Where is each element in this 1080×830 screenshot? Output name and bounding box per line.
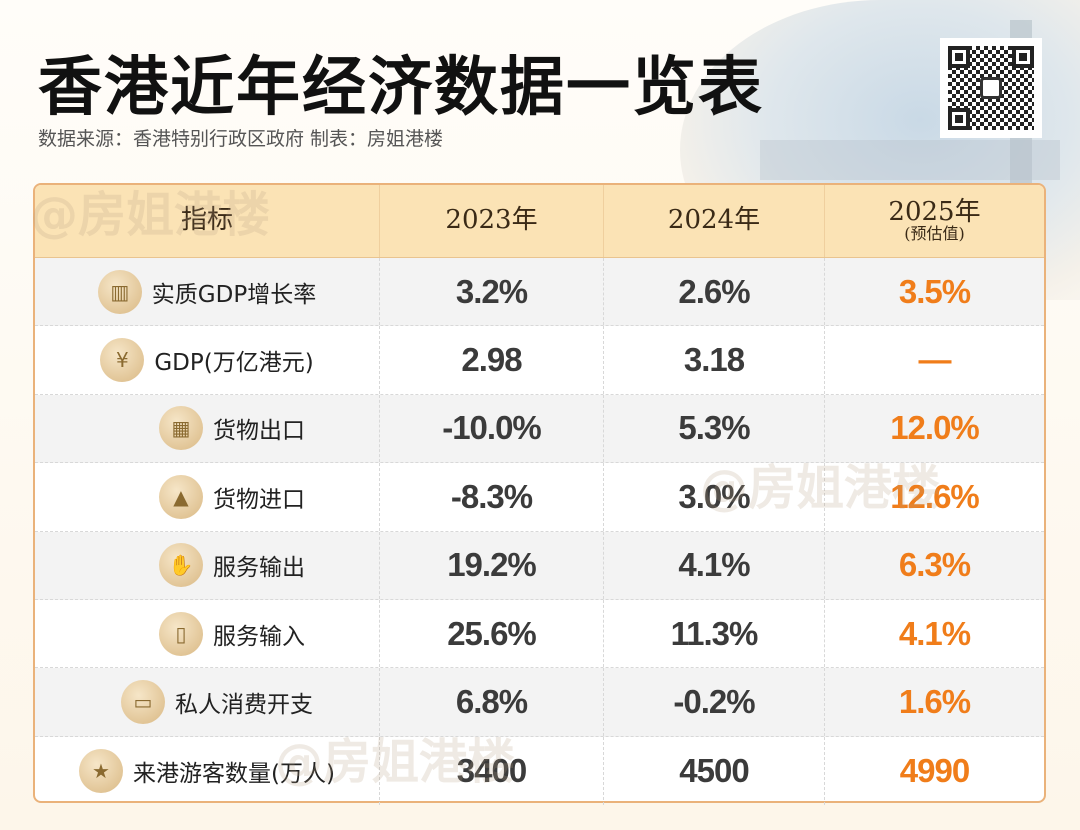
value-2024: -0.2% [604,668,825,736]
award-medal-icon: ★ [79,748,124,793]
value-2025-text: 4990 [899,751,970,789]
value-2024-text: 4500 [679,751,749,789]
value-2025-text: 6.3% [898,546,971,584]
hand-money-icon: ✋ [159,543,203,588]
header-2025: 2025年 (预估值) [825,185,1044,257]
subtitle: 数据来源：香港特别行政区政府 制表：房姐港楼 [38,128,444,150]
value-2023: -10.0% [380,394,604,463]
money-bag-icon: ¥ [100,338,145,383]
page-title: 香港近年经济数据一览表 [38,50,764,125]
header-indicator: 指标 [35,185,380,257]
value-2023-text: 3.2% [455,272,528,310]
indicator-cell: ▦ 货物出口 [35,394,380,463]
value-2024-text: 5.3% [678,409,750,447]
value-2023-text: 2.98 [461,341,522,379]
value-2025: 1.6% [825,668,1044,735]
value-2023-text: 19.2% [447,546,537,584]
value-2024-text: 3.18 [683,341,745,379]
value-2024: 11.3% [604,599,825,668]
header-2023: 2023年 [380,185,604,257]
value-2024-text: 4.1% [678,546,750,584]
value-2025: 6.3% [825,532,1044,599]
value-2023: 19.2% [380,531,604,599]
value-2024: 5.3% [604,394,825,463]
value-2025: — [825,326,1044,393]
table-row: ¥ GDP(万亿港元) 2.98 3.18 — [35,326,1044,395]
value-2023-text: -8.3% [450,477,533,515]
value-2024: 4500 [604,736,825,806]
value-2023-text: 3400 [456,751,527,789]
value-2023-text: 25.6% [447,614,537,652]
wechat-icon [980,77,1002,99]
value-2023: 6.8% [380,668,604,736]
header-2025-note: (预估值) [904,224,965,244]
value-2025-text: 4.1% [898,614,971,652]
value-2024-text: 11.3% [670,614,759,652]
gold-bars-icon: ▲ [159,474,203,519]
indicator-cell: ▲ 货物进口 [35,463,380,531]
value-2025-text: 3.5% [898,272,971,310]
indicator-label: 私人消费开支 [175,692,313,719]
indicator-cell: ★ 来港游客数量(万人) [35,736,380,806]
value-2025-text: 12.0% [890,409,980,447]
value-2023-text: -10.0% [442,409,542,447]
indicator-cell: ▯ 服务输入 [35,599,380,668]
value-2025: 12.0% [825,395,1044,462]
value-2023: -8.3% [380,463,604,531]
indicator-cell: ✋ 服务输出 [35,531,380,599]
economic-data-table: 指标 2023年 2024年 2025年 (预估值) ▥ 实质GDP增长率 3.2%… [33,183,1046,806]
table-row: ✋ 服务输出 19.2% 4.1% 6.3% [35,531,1044,600]
value-2024: 2.6% [604,258,825,326]
value-2023: 2.98 [380,326,604,394]
table-row: ▦ 货物出口 -10.0% 5.3% 12.0% [35,394,1044,464]
indicator-label: 来港游客数量(万人) [133,760,335,787]
qr-code [940,38,1042,138]
phone-download-icon: ▯ [159,611,203,656]
value-2025-text: 12.6% [890,477,980,515]
value-2025: 4990 [825,737,1044,805]
table-header: 指标 2023年 2024年 2025年 (预估值) [35,185,1044,258]
value-2024: 3.18 [604,326,825,394]
indicator-label: 服务输入 [213,623,305,650]
table-row: ▭ 私人消费开支 6.8% -0.2% 1.6% [35,668,1044,737]
value-2024-text: 2.6% [678,272,750,310]
value-2024-text: -0.2% [673,683,755,721]
bar-chart-icon: ▥ [97,269,142,314]
value-2024: 4.1% [604,531,825,599]
boxes-icon: ▦ [159,406,203,451]
table-row: ▲ 货物进口 -8.3% 3.0% 12.6% [35,463,1044,532]
value-2025-text: 1.6% [898,683,971,721]
header-2025-year: 2025年 [888,196,981,227]
skyline-buildings [760,140,1060,180]
value-2023: 3400 [380,736,604,806]
value-2025-text: — [918,341,952,379]
credit-card-icon: ▭ [121,680,165,725]
indicator-cell: ▥ 实质GDP增长率 [35,258,380,326]
indicator-label: 实质GDP增长率 [151,281,317,308]
table-row: ▥ 实质GDP增长率 3.2% 2.6% 3.5% [35,258,1044,327]
indicator-label: 货物出口 [213,418,305,445]
value-2025: 12.6% [825,463,1044,530]
table-row: ★ 来港游客数量(万人) 3400 4500 4990 [35,736,1044,806]
value-2023-text: 6.8% [455,683,528,721]
indicator-cell: ▭ 私人消费开支 [35,668,380,736]
indicator-label: 货物进口 [213,486,305,513]
table-row: ▯ 服务输入 25.6% 11.3% 4.1% [35,599,1044,669]
header-2024: 2024年 [604,185,825,257]
value-2025: 4.1% [825,600,1044,667]
indicator-label: GDP(万亿港元) [154,350,314,377]
indicator-cell: ¥ GDP(万亿港元) [35,326,380,394]
value-2025: 3.5% [825,258,1044,325]
indicator-label: 服务输出 [213,555,305,582]
value-2023: 3.2% [380,258,604,326]
value-2024: 3.0% [604,463,825,531]
value-2024-text: 3.0% [678,477,750,515]
value-2023: 25.6% [380,599,604,668]
